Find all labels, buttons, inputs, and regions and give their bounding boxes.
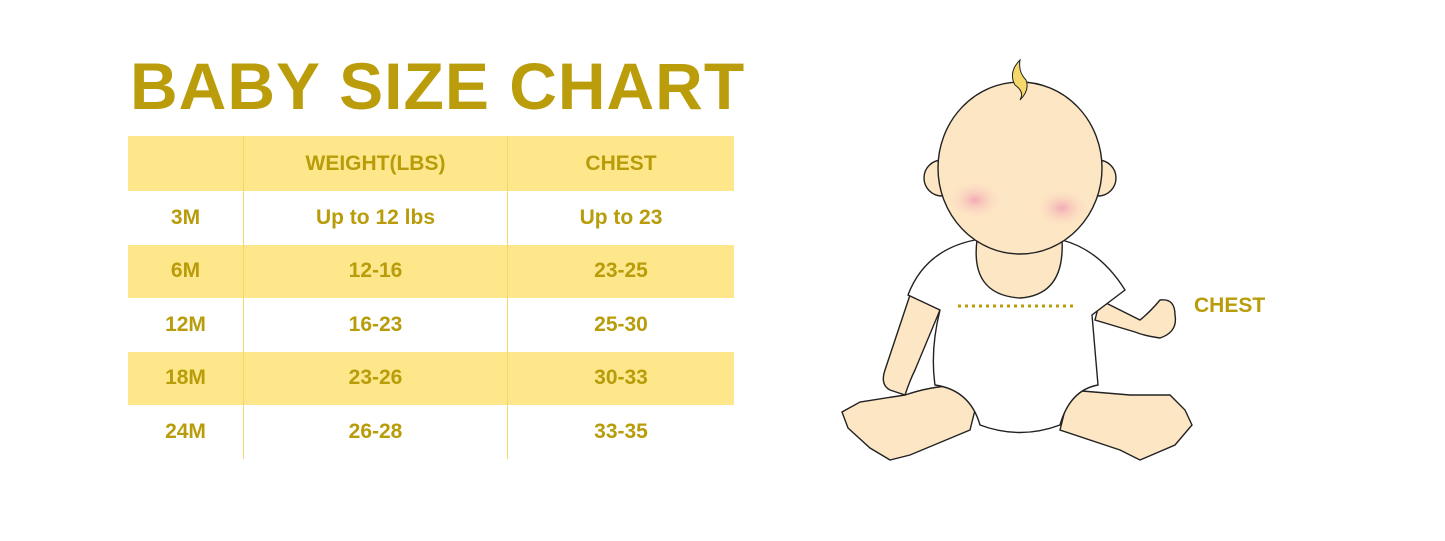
cell-chest: 25-30 <box>594 312 648 336</box>
cell-weight: Up to 12 lbs <box>243 191 508 245</box>
right-cheek <box>1034 188 1090 228</box>
cell-chest: 33-35 <box>594 419 648 443</box>
table-row: 6M 12-16 23-25 <box>128 244 734 298</box>
cell-weight: 26-28 <box>243 405 508 459</box>
table-row: 24M 26-28 33-35 <box>128 405 734 459</box>
onesie <box>907 239 1126 434</box>
page-title: BABY SIZE CHART <box>130 49 746 123</box>
cell-weight: 16-23 <box>243 298 508 352</box>
table-row: 3M Up to 12 lbs Up to 23 <box>128 191 734 245</box>
hair-curl <box>1011 58 1028 101</box>
table-header: WEIGHT(LBS) CHEST <box>128 136 734 191</box>
left-leg <box>841 385 981 461</box>
left-arm <box>882 294 941 396</box>
table-row: 18M 23-26 30-33 <box>128 351 734 405</box>
cell-size: 24M <box>165 419 206 443</box>
cell-chest: Up to 23 <box>579 205 663 229</box>
baby-illustration <box>841 58 1193 461</box>
cell-size: 12M <box>165 312 206 336</box>
left-cheek <box>947 180 1003 220</box>
cell-chest: 30-33 <box>507 351 734 405</box>
cell-size: 6M <box>128 244 244 298</box>
header-weight: WEIGHT(LBS) <box>243 136 508 191</box>
neck <box>975 239 1063 299</box>
cell-size: 3M <box>170 205 201 229</box>
cell-size: 18M <box>128 351 244 405</box>
size-table: WEIGHT(LBS) CHEST 3M Up to 12 lbs Up to … <box>128 136 734 459</box>
header-chest: CHEST <box>507 136 734 191</box>
cell-chest: 23-25 <box>507 244 734 298</box>
cell-weight: 12-16 <box>243 244 508 298</box>
table-row: 12M 16-23 25-30 <box>128 298 734 352</box>
head <box>937 81 1103 255</box>
header-size <box>128 136 244 191</box>
cell-weight: 23-26 <box>243 351 508 405</box>
chest-label: CHEST <box>1194 294 1266 317</box>
right-leg <box>1059 389 1193 461</box>
right-arm <box>1094 298 1177 339</box>
